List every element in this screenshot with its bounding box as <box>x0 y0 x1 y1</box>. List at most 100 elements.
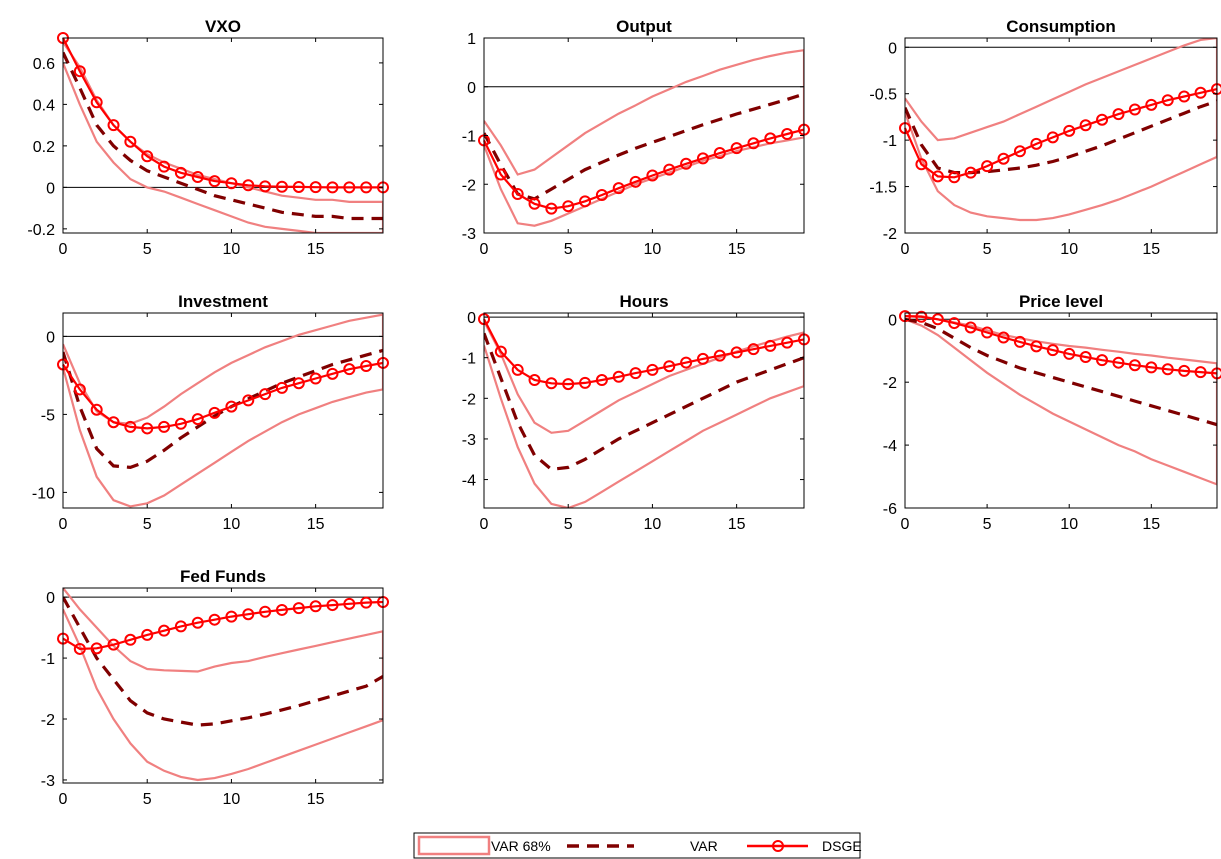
dsge-point <box>191 170 204 183</box>
x-tick-label: 15 <box>728 241 746 258</box>
dsge-point <box>1145 361 1158 374</box>
y-tick-label: -3 <box>41 773 55 790</box>
y-tick-label: -4 <box>883 438 897 455</box>
x-tick-label: 0 <box>480 516 489 533</box>
dsge-point <box>1030 340 1043 353</box>
dsge-point <box>1063 124 1076 137</box>
dsge-point <box>964 321 977 334</box>
y-tick-label: -1 <box>462 351 476 368</box>
var-band-lower-line <box>905 111 1217 222</box>
dsge-point <box>1096 113 1109 126</box>
dsge-point <box>1030 137 1043 150</box>
y-tick-label: 0 <box>888 40 897 57</box>
dsge-point <box>1128 103 1141 116</box>
dsge-point <box>124 135 137 148</box>
dsge-point <box>309 372 322 385</box>
y-tick-label: 0 <box>888 312 897 329</box>
x-tick-label: 15 <box>1142 241 1160 258</box>
y-tick-label: 1 <box>467 31 476 48</box>
dsge-point <box>981 326 994 339</box>
dsge-point <box>1112 108 1125 121</box>
dsge-point <box>1013 145 1026 158</box>
dsge-point <box>259 388 272 401</box>
dsge-point <box>242 179 255 192</box>
legend-dsge-label: DSGE <box>822 838 862 854</box>
dsge-point <box>90 96 103 109</box>
dsge-point <box>360 360 373 373</box>
dsge-point <box>730 142 743 155</box>
dsge-point <box>1063 347 1076 360</box>
plot-area <box>905 38 1217 233</box>
dsge-point <box>225 400 238 413</box>
dsge-point <box>208 175 221 188</box>
x-tick-label: 5 <box>983 241 992 258</box>
var-band-upper-line <box>484 49 804 176</box>
dsge-point <box>292 377 305 390</box>
var-line <box>63 348 383 470</box>
panel-consumption: 0 5 10 15 -2 -1.5 -1 -0.5 0 Consumption <box>869 17 1221 258</box>
dsge-point <box>225 610 238 623</box>
dsge-point <box>931 170 944 183</box>
dsge-point <box>964 166 977 179</box>
dsge-point <box>494 168 507 181</box>
dsge-point <box>629 367 642 380</box>
y-tick-label: -2 <box>462 177 476 194</box>
y-tick-label: -2 <box>462 391 476 408</box>
dsge-point <box>494 345 507 358</box>
dsge-point <box>629 175 642 188</box>
dsge-point <box>292 602 305 615</box>
dsge-point <box>141 628 154 641</box>
dsge-point <box>141 150 154 163</box>
x-tick-label: 15 <box>728 516 746 533</box>
y-tick-label: 0 <box>467 80 476 97</box>
y-tick-label: -1.5 <box>869 180 897 197</box>
var-line <box>63 596 383 727</box>
dsge-line <box>62 37 383 189</box>
dsge-point <box>292 180 305 193</box>
dsge-line <box>903 88 1218 179</box>
legend-var-label: VAR <box>690 838 718 854</box>
dsge-point <box>511 363 524 376</box>
dsge-point <box>579 195 592 208</box>
var-band-lower-line <box>63 367 383 508</box>
dsge-point <box>326 367 339 380</box>
dsge-point <box>275 381 288 394</box>
dsge-point <box>713 147 726 160</box>
x-tick-label: 15 <box>1142 516 1160 533</box>
y-tick-label: 0 <box>46 590 55 607</box>
dsge-point <box>915 158 928 171</box>
axes-frame <box>904 312 1218 509</box>
x-tick-label: 10 <box>223 241 241 258</box>
dsge-point <box>1145 98 1158 111</box>
x-tick-label: 10 <box>644 241 662 258</box>
x-tick-label: 0 <box>59 516 68 533</box>
y-tick-label: -4 <box>462 473 476 490</box>
var-band-lower-line <box>63 608 383 782</box>
x-tick-label: 10 <box>223 516 241 533</box>
var-line <box>484 92 804 201</box>
x-tick-label: 0 <box>59 791 68 808</box>
y-tick-label: -2 <box>41 712 55 729</box>
dsge-point <box>781 128 794 141</box>
dsge-point <box>141 422 154 435</box>
dsge-point <box>646 169 659 182</box>
dsge-line <box>62 600 384 651</box>
y-tick-label: 0.4 <box>33 97 55 114</box>
chart-title: Consumption <box>1006 17 1116 36</box>
dsge-point <box>511 188 524 200</box>
y-tick-label: 0 <box>467 310 476 327</box>
dsge-point <box>764 339 777 352</box>
y-tick-label: -0.5 <box>869 87 897 104</box>
dsge-point <box>663 360 676 373</box>
dsge-point <box>595 188 608 201</box>
y-tick-label: -2 <box>883 375 897 392</box>
dsge-point <box>997 152 1010 165</box>
y-tick-label: -10 <box>32 485 55 502</box>
y-tick-label: -3 <box>462 226 476 243</box>
dsge-point <box>1128 359 1141 372</box>
x-tick-label: 0 <box>901 241 910 258</box>
x-tick-label: 5 <box>564 516 573 533</box>
dsge-point <box>90 403 103 416</box>
